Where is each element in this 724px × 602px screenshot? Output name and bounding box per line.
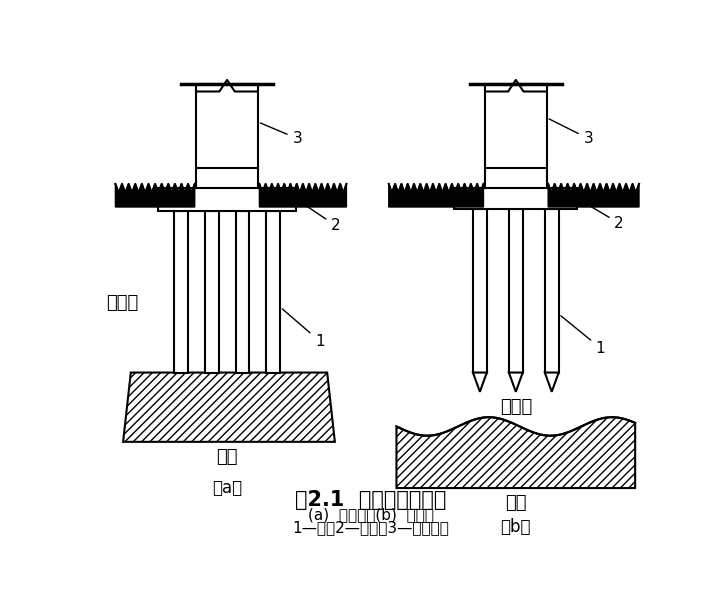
Text: （b）: （b） — [500, 518, 531, 536]
Bar — [509, 209, 523, 373]
Text: 硬层: 硬层 — [216, 448, 237, 466]
Bar — [545, 209, 559, 373]
Polygon shape — [389, 184, 484, 207]
Text: 1—桩；2—承台；3—上部结构: 1—桩；2—承台；3—上部结构 — [292, 521, 450, 536]
Bar — [485, 84, 547, 169]
Polygon shape — [259, 184, 346, 207]
Bar — [235, 211, 249, 373]
Bar — [266, 211, 280, 373]
Bar — [158, 188, 296, 211]
Text: 2: 2 — [299, 201, 340, 233]
Text: (a)  端承桩；(b)  摩擦桩: (a) 端承桩；(b) 摩擦桩 — [308, 507, 434, 523]
Text: 图2.1  端承桩与摩擦桩: 图2.1 端承桩与摩擦桩 — [295, 489, 447, 509]
Text: 硬层: 硬层 — [505, 494, 526, 512]
Text: （a）: （a） — [212, 479, 242, 497]
Polygon shape — [123, 373, 335, 442]
Bar — [454, 188, 578, 209]
Text: 软土层: 软土层 — [106, 294, 138, 312]
Text: 1: 1 — [561, 316, 605, 356]
Polygon shape — [509, 373, 523, 392]
Text: 3: 3 — [549, 119, 594, 146]
Bar — [174, 211, 188, 373]
Polygon shape — [545, 373, 559, 392]
Polygon shape — [548, 184, 639, 207]
Text: 软土层: 软土层 — [500, 398, 532, 416]
Bar — [205, 211, 219, 373]
Polygon shape — [397, 417, 635, 488]
Polygon shape — [115, 184, 195, 207]
Text: 1: 1 — [282, 309, 324, 349]
Text: 3: 3 — [261, 123, 302, 146]
Bar — [196, 84, 258, 169]
Text: 2: 2 — [580, 200, 624, 231]
Polygon shape — [473, 373, 487, 392]
Bar — [473, 209, 487, 373]
